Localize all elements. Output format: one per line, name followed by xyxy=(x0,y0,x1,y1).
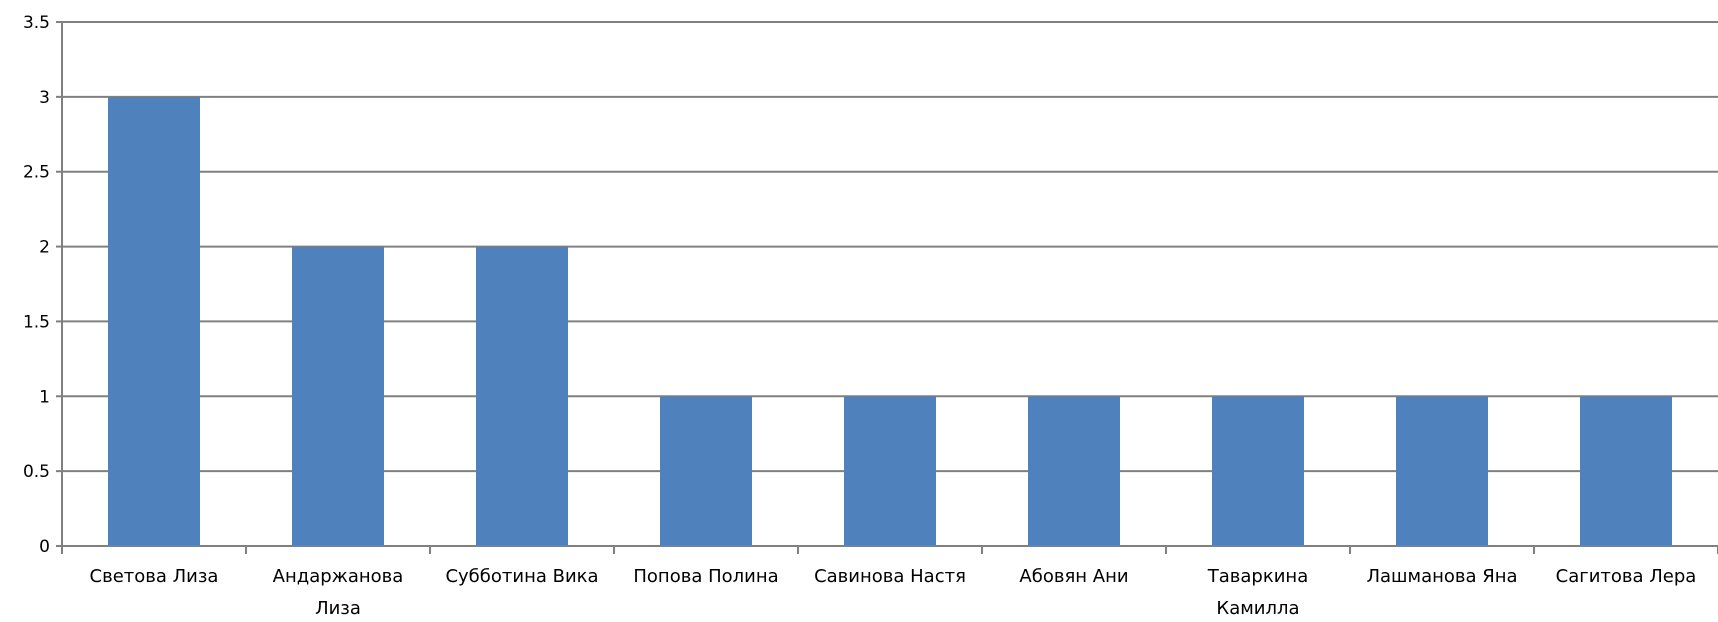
y-tick-label: 0.5 xyxy=(23,462,50,482)
y-tick-label: 3.5 xyxy=(23,13,50,33)
bar xyxy=(1396,396,1488,546)
y-tick-label: 1.5 xyxy=(23,312,50,332)
y-tick-label: 1 xyxy=(39,387,50,407)
y-tick-label: 2 xyxy=(39,238,50,258)
bar xyxy=(292,246,384,547)
bar xyxy=(660,396,752,546)
x-tick-label: Сагитова Лера xyxy=(1556,566,1697,587)
bar xyxy=(1028,396,1120,546)
y-tick-label: 3 xyxy=(39,88,50,108)
x-tick-label: Субботина Вика xyxy=(445,566,598,587)
x-tick-label: Абовян Ани xyxy=(1019,566,1128,587)
bars xyxy=(108,96,1672,547)
bar xyxy=(844,396,936,546)
x-tick-label: Светова Лиза xyxy=(90,566,219,587)
x-tick-label: Таваркина Камилла xyxy=(1207,566,1308,619)
x-tick-labels: Светова Лиза Андаржанова Лиза Субботина Вик… xyxy=(90,566,1697,619)
bar xyxy=(476,246,568,547)
y-tick-labels: 0 0.5 1 1.5 2 2.5 3 3.5 xyxy=(23,13,50,557)
x-tick-label: Попова Полина xyxy=(633,566,778,587)
axes xyxy=(56,21,1718,554)
y-tick-label: 0 xyxy=(39,537,50,557)
y-tick-label: 2.5 xyxy=(23,163,50,183)
bar xyxy=(1580,396,1672,546)
x-tick-label: Андаржанова Лиза xyxy=(273,566,404,619)
x-tick-label: Лашманова Яна xyxy=(1366,566,1517,587)
bar xyxy=(108,96,200,546)
bar xyxy=(1212,396,1304,546)
x-tick-label: Савинова Настя xyxy=(814,566,966,587)
